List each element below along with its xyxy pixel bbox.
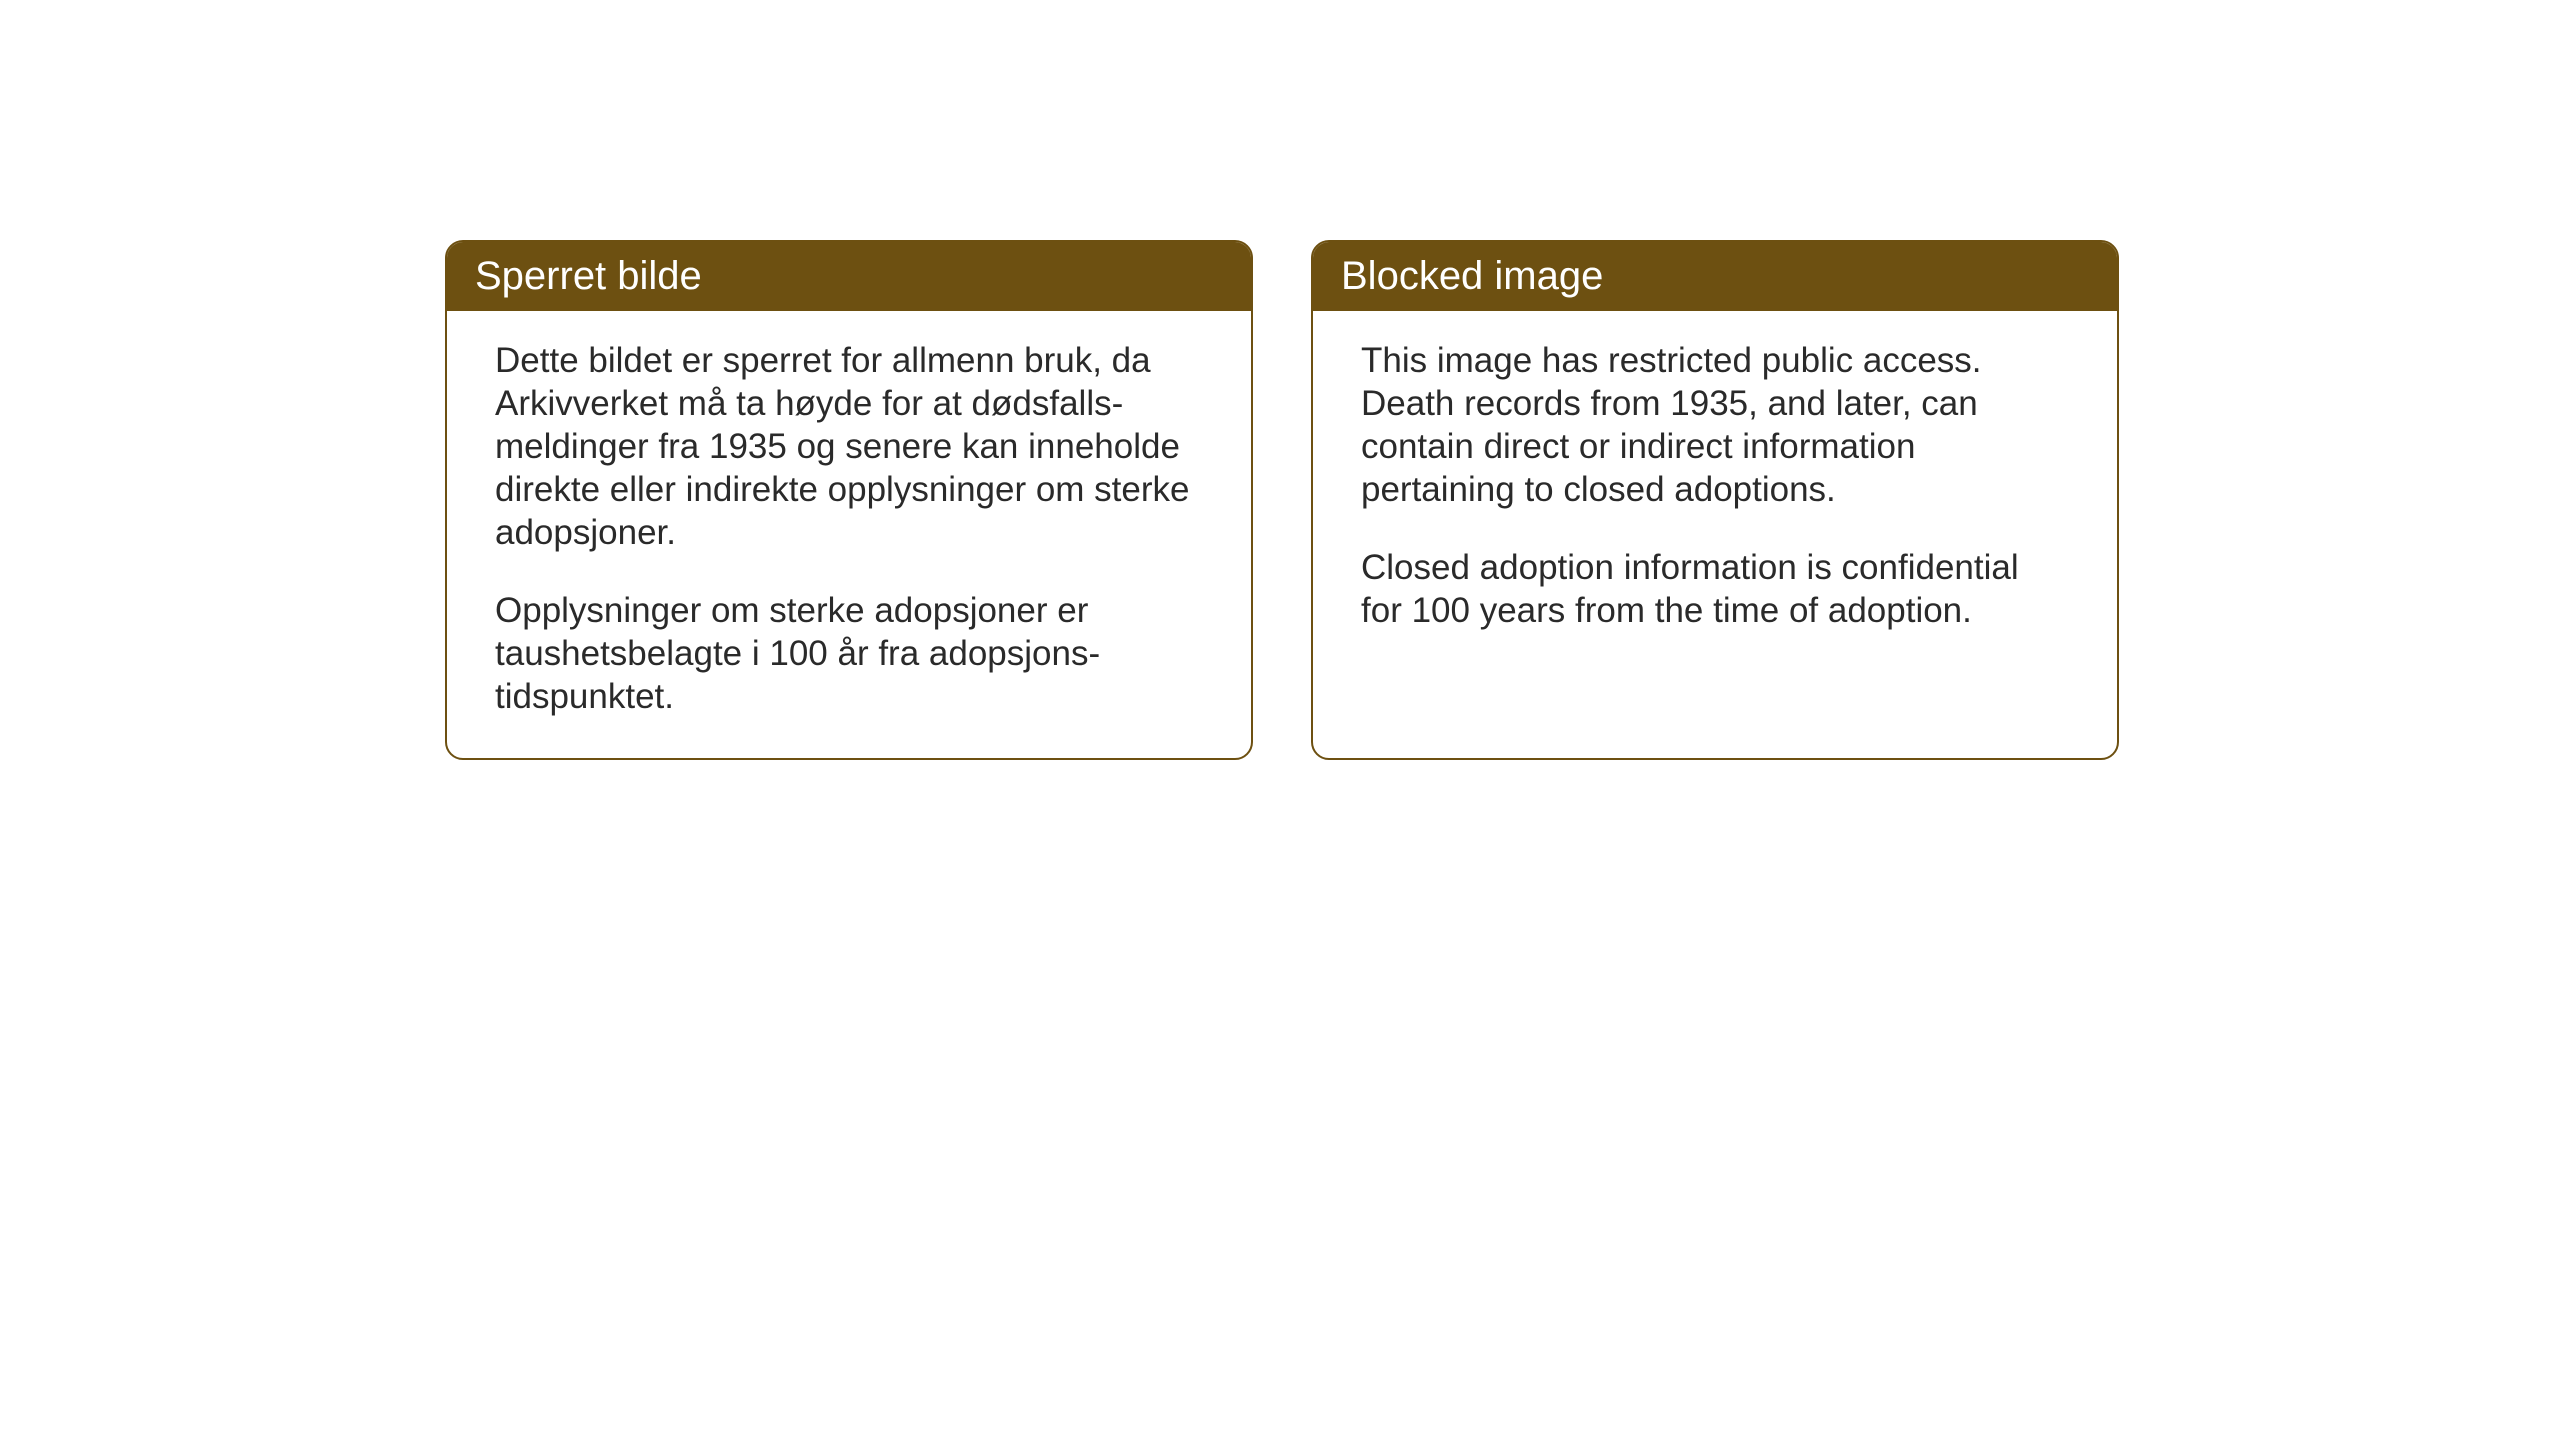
norwegian-notice-card: Sperret bilde Dette bildet er sperret fo… — [445, 240, 1253, 760]
notice-container: Sperret bilde Dette bildet er sperret fo… — [445, 240, 2119, 760]
norwegian-card-title: Sperret bilde — [447, 242, 1251, 311]
english-paragraph-1: This image has restricted public access.… — [1361, 339, 2069, 511]
english-paragraph-2: Closed adoption information is confident… — [1361, 546, 2069, 632]
english-card-body: This image has restricted public access.… — [1313, 311, 2117, 672]
norwegian-paragraph-1: Dette bildet er sperret for allmenn bruk… — [495, 339, 1203, 554]
norwegian-paragraph-2: Opplysninger om sterke adopsjoner er tau… — [495, 589, 1203, 718]
english-notice-card: Blocked image This image has restricted … — [1311, 240, 2119, 760]
norwegian-card-body: Dette bildet er sperret for allmenn bruk… — [447, 311, 1251, 758]
english-card-title: Blocked image — [1313, 242, 2117, 311]
